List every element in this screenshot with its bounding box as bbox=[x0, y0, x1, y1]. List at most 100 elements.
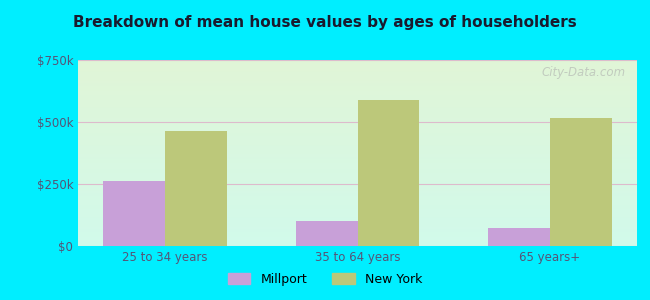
Bar bbox=[78, 114, 637, 115]
Bar bbox=[78, 79, 637, 80]
Bar bbox=[296, 221, 358, 246]
Bar bbox=[78, 240, 637, 241]
Bar bbox=[78, 97, 637, 98]
Bar bbox=[78, 221, 637, 222]
Bar bbox=[78, 112, 637, 113]
Bar bbox=[78, 74, 637, 75]
Bar bbox=[78, 134, 637, 135]
Bar bbox=[78, 164, 637, 165]
Bar bbox=[488, 228, 550, 246]
Bar bbox=[78, 214, 637, 215]
Bar bbox=[78, 226, 637, 227]
Bar bbox=[78, 126, 637, 127]
Bar bbox=[78, 222, 637, 223]
Bar bbox=[78, 158, 637, 159]
Bar bbox=[78, 69, 637, 70]
Bar bbox=[78, 195, 637, 196]
Bar bbox=[78, 82, 637, 83]
Bar bbox=[78, 135, 637, 136]
Bar bbox=[78, 68, 637, 69]
Bar bbox=[78, 147, 637, 148]
Bar bbox=[78, 171, 637, 172]
Bar bbox=[78, 235, 637, 236]
Bar bbox=[78, 141, 637, 142]
Bar bbox=[78, 148, 637, 149]
Bar bbox=[78, 104, 637, 105]
Bar bbox=[78, 150, 637, 151]
Bar bbox=[78, 202, 637, 203]
Bar bbox=[78, 232, 637, 233]
Bar bbox=[78, 243, 637, 244]
Bar bbox=[78, 209, 637, 210]
Bar bbox=[78, 106, 637, 107]
Bar bbox=[78, 199, 637, 200]
Bar bbox=[78, 156, 637, 157]
Bar bbox=[78, 98, 637, 99]
Bar bbox=[78, 183, 637, 184]
Bar bbox=[78, 175, 637, 176]
Bar bbox=[550, 118, 612, 246]
Bar bbox=[78, 138, 637, 139]
Bar bbox=[78, 122, 637, 123]
Bar bbox=[78, 86, 637, 87]
Bar bbox=[165, 131, 227, 246]
Bar bbox=[78, 120, 637, 122]
Bar bbox=[78, 236, 637, 237]
Bar bbox=[78, 78, 637, 79]
Bar bbox=[78, 197, 637, 198]
Bar bbox=[78, 83, 637, 84]
Bar bbox=[78, 224, 637, 225]
Bar bbox=[78, 144, 637, 145]
Bar bbox=[78, 103, 637, 104]
Bar bbox=[78, 109, 637, 110]
Bar bbox=[78, 217, 637, 218]
Bar bbox=[78, 173, 637, 174]
Bar bbox=[78, 73, 637, 74]
Bar bbox=[78, 239, 637, 240]
Bar bbox=[78, 207, 637, 208]
Legend: Millport, New York: Millport, New York bbox=[223, 268, 427, 291]
Bar bbox=[78, 67, 637, 68]
Bar bbox=[78, 218, 637, 219]
Bar bbox=[78, 227, 637, 228]
Bar bbox=[78, 165, 637, 166]
Bar bbox=[78, 113, 637, 114]
Bar bbox=[78, 176, 637, 177]
Text: Breakdown of mean house values by ages of householders: Breakdown of mean house values by ages o… bbox=[73, 15, 577, 30]
Bar bbox=[78, 194, 637, 195]
Bar bbox=[78, 87, 637, 88]
Bar bbox=[78, 172, 637, 173]
Bar bbox=[78, 212, 637, 214]
Bar bbox=[78, 193, 637, 194]
Bar bbox=[78, 118, 637, 119]
Bar bbox=[78, 81, 637, 82]
Bar bbox=[78, 117, 637, 118]
Bar bbox=[78, 190, 637, 191]
Bar bbox=[78, 157, 637, 158]
Bar bbox=[78, 124, 637, 125]
Bar bbox=[78, 80, 637, 81]
Bar bbox=[78, 191, 637, 192]
Bar bbox=[78, 200, 637, 201]
Bar bbox=[78, 132, 637, 133]
Bar bbox=[78, 108, 637, 109]
Bar bbox=[78, 133, 637, 134]
Bar bbox=[78, 210, 637, 211]
Bar bbox=[78, 136, 637, 137]
Bar bbox=[78, 145, 637, 146]
Bar bbox=[78, 151, 637, 152]
Bar bbox=[78, 185, 637, 187]
Bar bbox=[78, 170, 637, 171]
Bar bbox=[78, 177, 637, 178]
Bar bbox=[78, 184, 637, 185]
Bar bbox=[78, 238, 637, 239]
Bar bbox=[78, 64, 637, 66]
Bar bbox=[78, 219, 637, 220]
Bar bbox=[78, 96, 637, 97]
Bar bbox=[78, 220, 637, 221]
Bar bbox=[78, 228, 637, 229]
Bar bbox=[78, 101, 637, 102]
Bar bbox=[78, 61, 637, 62]
Bar bbox=[78, 118, 637, 119]
Bar bbox=[78, 215, 637, 216]
